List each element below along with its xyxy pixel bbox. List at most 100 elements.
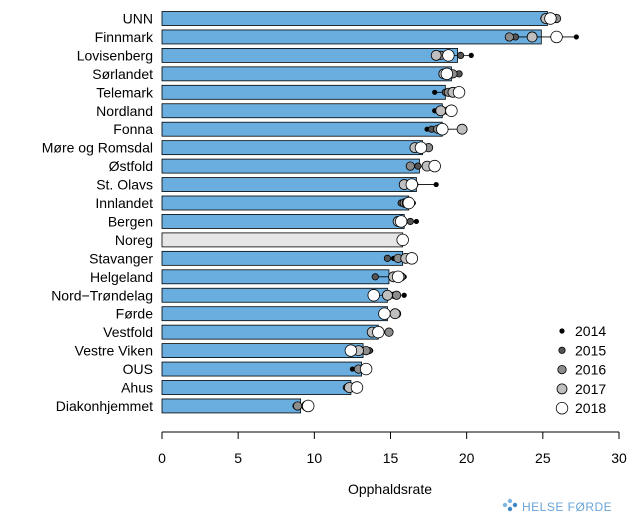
- point-nord-trøndelag-2016: [391, 290, 402, 300]
- point-førde-2017: [389, 308, 401, 320]
- category-label-vestfold: Vestfold: [103, 324, 153, 340]
- point-finnmark-2014: [573, 34, 579, 40]
- legend-marker-2018: [555, 402, 569, 415]
- point-fonna-2018: [436, 122, 449, 136]
- legend-marker-2017: [556, 383, 568, 395]
- bar-sørlandet: [161, 66, 452, 82]
- category-label-lovisenberg: Lovisenberg: [77, 47, 153, 63]
- bar-noreg: [161, 232, 404, 248]
- legend-label-2018: 2018: [575, 400, 606, 416]
- helse-forde-logo: HELSE FØRDE: [502, 498, 612, 512]
- point-nord-trøndelag-2018: [367, 289, 380, 302]
- x-tick-label-30: 30: [611, 450, 627, 466]
- point-ahus-2018: [350, 381, 364, 394]
- bar-finnmark: [161, 29, 542, 45]
- bar-unn: [161, 11, 548, 26]
- point-st-olavs-2014: [433, 181, 439, 188]
- bar-innlandet: [161, 195, 410, 211]
- point-lovisenberg-2017: [430, 50, 442, 61]
- category-label-østfold: Østfold: [109, 158, 153, 174]
- bar-helgeland: [161, 269, 390, 285]
- point-østfold-2015: [414, 162, 422, 170]
- category-label-unn: UNN: [123, 11, 153, 27]
- point-stavanger-2015: [383, 254, 392, 262]
- point-finnmark-2018: [550, 30, 563, 44]
- legend-marker-2015: [558, 346, 566, 354]
- point-vestfold-2018: [372, 325, 385, 339]
- category-label-finnmark: Finnmark: [95, 29, 154, 45]
- bar-nord-trøndelag: [161, 287, 388, 303]
- bar-ous: [161, 361, 362, 377]
- x-tick-label-25: 25: [535, 450, 551, 466]
- point-nordland-2017: [435, 105, 447, 117]
- bar-lovisenberg: [161, 48, 458, 63]
- category-label-noreg: Noreg: [115, 232, 153, 248]
- point-nordland-2018: [445, 104, 458, 117]
- category-label-nordland: Nordland: [96, 103, 153, 119]
- category-label-stavanger: Stavanger: [89, 250, 153, 266]
- point-diakonhjemmet-2016: [292, 401, 303, 411]
- point-helgeland-2015: [371, 273, 379, 281]
- bar-nordland: [161, 103, 443, 119]
- category-label-helgeland: Helgeland: [90, 269, 153, 285]
- category-label-ous: OUS: [123, 361, 153, 377]
- point-stavanger-2018: [405, 252, 419, 265]
- bar-telemark: [161, 84, 446, 100]
- point-fonna-2017: [456, 123, 468, 135]
- point-sørlandet-2018: [440, 67, 454, 81]
- legend: 2014 2015 2016 2017 2018: [555, 323, 606, 416]
- bar-diakonhjemmet: [161, 398, 302, 414]
- category-label-ahus: Ahus: [121, 380, 153, 396]
- point-østfold-2018: [428, 159, 441, 173]
- legend-marker-2014: [559, 328, 565, 334]
- point-vestre-viken-2018: [344, 344, 358, 357]
- point-finnmark-2016: [504, 32, 514, 42]
- point-unn-2018: [544, 12, 557, 25]
- x-axis-label: Opphaldsrate: [348, 481, 432, 497]
- point-telemark-2018: [452, 86, 466, 99]
- legend-label-2015: 2015: [575, 342, 606, 358]
- category-label-innlandet: Innlandet: [95, 195, 153, 211]
- category-label-fonna: Fonna: [113, 121, 153, 137]
- point-diakonhjemmet-2018: [302, 399, 315, 413]
- x-tick-label-20: 20: [459, 450, 475, 466]
- point-nord-trøndelag-2017: [382, 289, 393, 301]
- point-nord-trøndelag-2014: [401, 292, 407, 298]
- bar-møre-og-romsdal: [161, 140, 423, 156]
- bar-østfold: [161, 158, 420, 174]
- point-lovisenberg-2014: [468, 52, 474, 59]
- x-tick-label-15: 15: [383, 450, 399, 466]
- point-møre-og-romsdal-2018: [414, 141, 428, 154]
- x-axis: 0 5 10 15 20 25 30: [158, 431, 627, 466]
- point-finnmark-2017: [526, 31, 538, 43]
- legend-marker-2016: [557, 364, 567, 375]
- point-bergen-2018: [394, 215, 408, 228]
- category-label-st-olavs: St. Olavs: [96, 177, 153, 193]
- point-helgeland-2018: [391, 270, 405, 284]
- point-østfold-2016: [405, 161, 415, 171]
- category-label-sørlandet: Sørlandet: [92, 66, 153, 82]
- x-tick-label-5: 5: [234, 450, 242, 466]
- bar-førde: [161, 306, 388, 322]
- category-label-vestre-viken: Vestre Viken: [75, 343, 153, 359]
- category-label-diakonhjemmet: Diakonhjemmet: [56, 398, 153, 414]
- bar-bergen: [161, 214, 405, 229]
- bar-ahus: [161, 380, 352, 395]
- category-label-bergen: Bergen: [108, 213, 153, 229]
- bar-vestre-viken: [161, 343, 364, 359]
- point-lovisenberg-2018: [442, 49, 455, 62]
- point-telemark-2014: [432, 89, 438, 95]
- point-vestfold-2016: [384, 327, 394, 337]
- category-label-møre-og-romsdal: Møre og Romsdal: [42, 140, 153, 156]
- legend-label-2016: 2016: [575, 362, 606, 378]
- point-ous-2018: [359, 362, 373, 376]
- bars-layer: UNN Finnmark Lovisenberg Sørlandet Telemark N…: [42, 11, 579, 414]
- x-tick-label-0: 0: [158, 450, 166, 466]
- legend-label-2014: 2014: [575, 323, 606, 339]
- x-tick-label-10: 10: [307, 450, 323, 466]
- category-label-nord-trøndelag: Nord−Trøndelag: [51, 287, 153, 303]
- point-lovisenberg-2015: [456, 51, 465, 60]
- legend-label-2017: 2017: [575, 381, 606, 397]
- bar-st-olavs: [161, 177, 417, 192]
